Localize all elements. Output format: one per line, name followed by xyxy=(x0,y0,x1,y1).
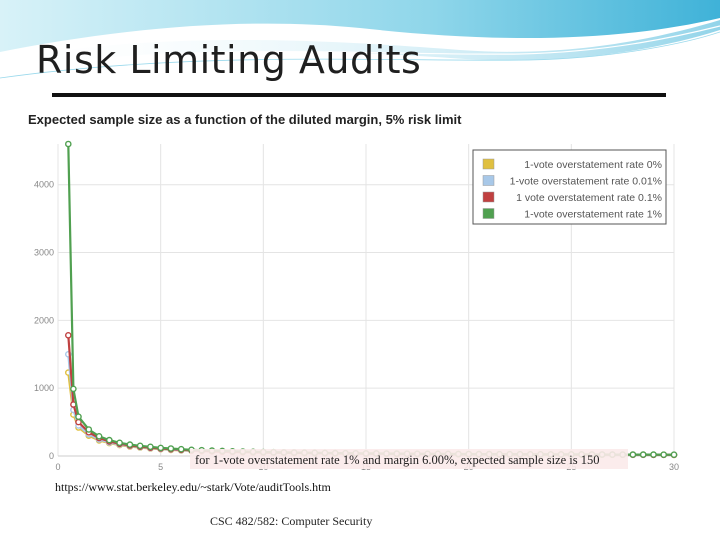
title-underline xyxy=(52,93,666,97)
legend-entry[interactable]: 1-vote overstatement rate 1% xyxy=(524,209,662,221)
legend-swatch xyxy=(482,191,495,203)
legend-entry[interactable]: 1-vote overstatement rate 0.01% xyxy=(510,176,662,188)
data-point[interactable] xyxy=(670,451,678,459)
slide-title: Risk Limiting Audits xyxy=(36,38,422,82)
data-point[interactable] xyxy=(65,331,72,339)
data-point[interactable] xyxy=(126,441,134,448)
data-point[interactable] xyxy=(95,432,103,440)
x-tick-label: 30 xyxy=(669,462,679,472)
chart-title: Expected sample size as a function of th… xyxy=(28,112,462,127)
y-tick-label: 0 xyxy=(49,451,54,461)
legend-swatch xyxy=(482,158,495,170)
data-point[interactable] xyxy=(660,451,668,459)
legend-swatch xyxy=(482,208,495,219)
legend-swatch xyxy=(482,175,495,186)
tooltip-box xyxy=(190,449,628,469)
legend-box xyxy=(472,149,667,225)
data-point[interactable] xyxy=(65,140,72,148)
chart-tooltip: for 1-vote overstatement rate 1% and mar… xyxy=(190,449,628,469)
data-point[interactable] xyxy=(106,436,113,444)
tooltip-text: for 1-vote overstatement rate 1% and mar… xyxy=(195,453,600,467)
y-tick-label: 2000 xyxy=(34,315,54,325)
legend-entry[interactable]: 1 vote overstatement rate 0.1% xyxy=(516,192,662,204)
data-point[interactable] xyxy=(157,444,164,452)
data-point[interactable] xyxy=(167,445,175,452)
data-point[interactable] xyxy=(177,445,185,453)
data-point[interactable] xyxy=(629,451,637,458)
y-tick-label: 4000 xyxy=(34,180,54,190)
sample-size-chart: Expected sample size as a function of th… xyxy=(22,104,706,478)
legend-entry[interactable]: 1-vote overstatement rate 0% xyxy=(524,159,662,171)
data-point[interactable] xyxy=(639,451,647,458)
data-point[interactable] xyxy=(136,442,144,450)
data-point[interactable] xyxy=(116,439,123,447)
chart-legend: 1-vote overstatement rate 0% 1-vote overs… xyxy=(472,149,667,225)
source-url[interactable]: https://www.stat.berkeley.edu/~stark/Vot… xyxy=(55,480,331,494)
y-tick-label: 3000 xyxy=(34,248,54,258)
y-tick-label: 1000 xyxy=(34,383,54,393)
data-point[interactable] xyxy=(70,385,77,393)
data-point[interactable] xyxy=(75,413,82,421)
data-point[interactable] xyxy=(85,426,93,433)
data-point[interactable] xyxy=(147,443,154,451)
header-swoosh-decoration xyxy=(0,0,720,79)
slide-footer: CSC 482/582: Computer Security xyxy=(210,514,373,528)
x-tick-label: 0 xyxy=(55,462,60,472)
data-point[interactable] xyxy=(650,451,657,458)
x-tick-label: 5 xyxy=(158,462,163,472)
